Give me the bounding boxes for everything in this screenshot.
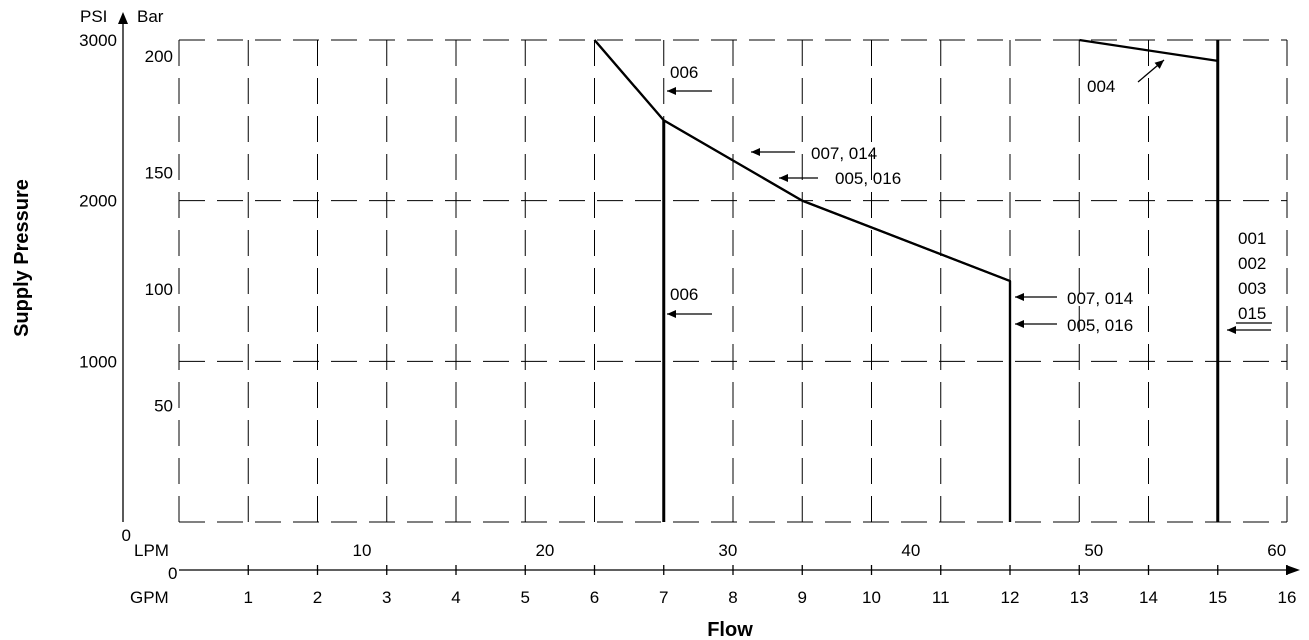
gpm-tick-label: 5 [521,588,530,607]
annotations: 006 007, 014 005, 016 004 006 007, 014 005, 01… [667,59,1272,335]
series-label: 003 [1238,279,1266,298]
series-line [1079,38,1218,62]
bar-tick-label: 100 [145,280,173,299]
y-axis-title: Supply Pressure [11,179,33,337]
series-label: 006 [670,63,698,82]
x-axis-title: Flow [707,619,753,640]
lpm-tick-label: 50 [1084,541,1103,560]
gpm-tick-label: 1 [244,588,253,607]
series-label: 006 [670,285,698,304]
series-label: 005, 016 [835,169,901,188]
label-arrowhead [1227,326,1236,334]
axes [118,12,1300,575]
series-label: 005, 016 [1067,316,1133,335]
label-arrowhead [1015,320,1024,328]
lpm-unit-label: LPM [134,541,169,560]
label-arrowhead [667,310,676,318]
label-arrowhead [751,148,760,156]
psi-unit-label: PSI [80,7,107,26]
bar-tick-label: 150 [145,163,173,182]
series-line [593,39,1012,522]
gpm-tick-label: 16 [1278,588,1297,607]
label-arrowhead [1015,293,1024,301]
gpm-tick-label: 15 [1208,588,1227,607]
gpm-tick-label: 10 [862,588,881,607]
y-axis-arrowhead [118,12,128,24]
psi-zero-label: 0 [122,526,131,545]
gpm-zero-label: 0 [168,564,177,583]
gpm-unit-label: GPM [130,588,169,607]
series-label: 007, 014 [1067,289,1133,308]
lpm-tick-label: 20 [535,541,554,560]
gpm-tick-label: 14 [1139,588,1158,607]
gpm-tick-label: 6 [590,588,599,607]
series-label: 007, 014 [811,144,877,163]
lpm-tick-label: 30 [718,541,737,560]
gpm-tick-label: 9 [798,588,807,607]
psi-tick-label: 1000 [79,352,117,371]
gpm-tick-label: 8 [728,588,737,607]
lpm-tick-label: 60 [1267,541,1286,560]
gpm-tick-label: 13 [1070,588,1089,607]
lpm-tick-label: 40 [901,541,920,560]
series-label: 002 [1238,254,1266,273]
label-arrowhead [667,87,676,95]
bar-unit-label: Bar [137,7,164,26]
grid [178,39,1288,523]
bar-tick-label: 50 [154,396,173,415]
lpm-tick-label: 10 [352,541,371,560]
series-label: 004 [1087,77,1115,96]
psi-tick-label: 2000 [79,192,117,211]
x-axis-arrowhead [1286,565,1300,575]
psi-tick-label: 3000 [79,31,117,50]
bar-tick-label: 200 [145,47,173,66]
gpm-tick-label: 2 [313,588,322,607]
series [593,38,1220,522]
series-label: 001 [1238,229,1266,248]
gpm-tick-label: 7 [659,588,668,607]
gpm-tick-label: 11 [932,588,950,607]
gpm-tick-label: 4 [451,588,460,607]
series-label: 015 [1238,304,1266,323]
label-arrowhead [1154,60,1164,69]
gpm-tick-label: 3 [382,588,391,607]
gpm-tick-label: 12 [1001,588,1020,607]
label-arrowhead [779,174,788,182]
